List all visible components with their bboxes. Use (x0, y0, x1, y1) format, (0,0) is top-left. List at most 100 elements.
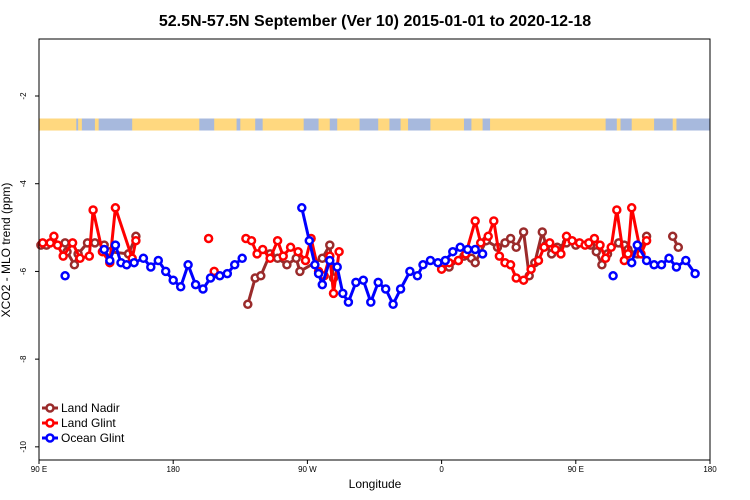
axes: 90 E 180 90 W 0 90 E 180 -2 -4 -6 -8 -10 (19, 92, 717, 474)
legend-swatch-marker (45, 418, 55, 428)
data-point (256, 271, 266, 281)
data-point (121, 260, 132, 270)
y-tick-label: -8 (19, 355, 28, 363)
data-point (405, 266, 415, 277)
data-point (556, 249, 566, 259)
data-point (351, 277, 361, 288)
data-point (671, 262, 682, 272)
x-axis-title: Longitude (349, 477, 402, 491)
data-point (99, 244, 109, 255)
data-point (690, 268, 700, 279)
x-tick-label: 180 (703, 465, 717, 474)
data-point (433, 257, 443, 268)
legend-swatch-marker (45, 403, 55, 413)
land-segment (490, 118, 606, 131)
series-land-glint (37, 203, 652, 299)
data-point (470, 257, 480, 268)
data-point (203, 233, 214, 244)
land-segment (378, 118, 390, 131)
legend-label: Ocean Glint (61, 431, 125, 445)
data-point (334, 246, 344, 257)
data-point (88, 205, 98, 215)
data-point (265, 253, 275, 264)
legend-item: Ocean Glint (42, 431, 125, 445)
data-point (90, 238, 100, 248)
series-ocean-glint (60, 203, 700, 310)
land-segment (631, 118, 655, 131)
data-point (58, 251, 68, 261)
data-point (272, 235, 283, 246)
data-point (475, 238, 486, 248)
land-ocean-band (39, 118, 710, 131)
chart-title: 52.5N-57.5N September (Ver 10) 2015-01-0… (159, 13, 591, 30)
x-tick-label: 180 (167, 465, 181, 474)
land-segment (78, 118, 82, 131)
data-point (328, 288, 339, 299)
data-point (673, 242, 684, 253)
data-point (37, 238, 48, 248)
data-point (505, 260, 516, 270)
data-point (511, 242, 521, 253)
y-tick-label: -6 (19, 267, 28, 275)
data-point (300, 255, 311, 266)
data-point (649, 260, 659, 270)
data-point (373, 277, 383, 288)
data-point (160, 266, 171, 277)
x-tick-label: 90 W (298, 465, 317, 474)
data-point (477, 249, 488, 259)
data-point (518, 275, 529, 285)
data-point (285, 242, 296, 253)
data-point (304, 235, 315, 246)
data-point (282, 260, 292, 270)
legend-item: Land Nadir (42, 401, 120, 415)
data-point (667, 231, 678, 242)
y-axis-title: XCO2 - MLO trend (ppm) (0, 183, 13, 318)
data-point (681, 255, 691, 266)
data-point (183, 260, 193, 270)
data-point (470, 216, 480, 226)
x-tick-label: 90 E (31, 465, 47, 474)
data-point (168, 275, 178, 285)
data-point (215, 271, 225, 281)
legend-label: Land Nadir (61, 401, 120, 415)
data-point (110, 240, 121, 250)
data-point (229, 260, 240, 270)
data-point (67, 238, 78, 248)
data-point (317, 253, 328, 264)
data-point (243, 299, 253, 310)
data-point (589, 233, 600, 244)
data-point (412, 271, 423, 281)
data-point (325, 255, 335, 266)
data-point (494, 251, 505, 261)
land-segment (616, 118, 621, 131)
data-point (131, 235, 141, 246)
data-point (470, 244, 480, 255)
data-point (60, 271, 70, 281)
legend-item: Land Glint (42, 416, 116, 430)
data-point (257, 244, 268, 255)
data-point (656, 260, 667, 270)
data-point (623, 249, 633, 259)
y-tick-label: -2 (19, 92, 28, 100)
data-point (52, 240, 63, 250)
data-point (205, 273, 216, 283)
data-point (190, 279, 201, 290)
data-point (518, 227, 529, 237)
data-point (436, 264, 447, 274)
data-point (313, 268, 324, 279)
data-point (310, 260, 320, 270)
data-point (632, 240, 643, 250)
data-point (49, 231, 59, 242)
data-point (526, 264, 536, 274)
data-point (146, 262, 156, 272)
data-point (505, 233, 516, 244)
land-segment (672, 118, 677, 131)
data-point (222, 268, 233, 279)
data-point (448, 246, 458, 257)
data-point (295, 266, 305, 277)
land-segment (430, 118, 464, 131)
data-point (533, 255, 544, 266)
data-point (567, 235, 577, 246)
data-point (641, 235, 652, 246)
